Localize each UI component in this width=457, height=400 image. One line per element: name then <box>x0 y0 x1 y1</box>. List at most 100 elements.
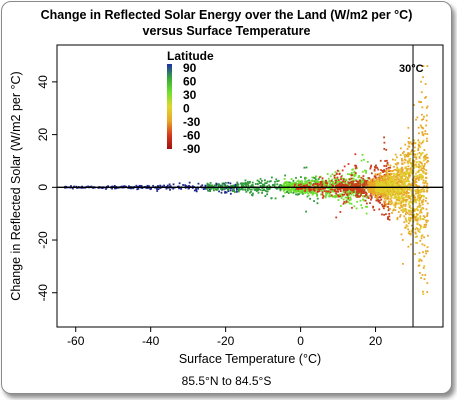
data-point <box>409 171 412 173</box>
data-point <box>386 185 389 187</box>
data-point <box>393 173 396 176</box>
data-point <box>408 188 411 191</box>
data-point <box>358 184 361 187</box>
data-point <box>405 213 407 216</box>
legend-entry: 30 <box>183 88 197 102</box>
data-point <box>383 190 386 193</box>
data-point <box>424 156 427 159</box>
data-point <box>294 191 297 193</box>
data-point <box>322 187 325 190</box>
data-point <box>195 189 198 192</box>
data-point <box>383 136 385 139</box>
data-point <box>300 188 303 191</box>
data-point <box>346 191 349 194</box>
data-point <box>403 174 406 177</box>
data-point <box>404 171 406 174</box>
data-point <box>424 132 427 135</box>
data-point <box>418 132 420 135</box>
data-point <box>413 175 416 178</box>
data-point <box>322 182 325 185</box>
data-point <box>388 189 391 192</box>
data-point <box>370 178 373 181</box>
data-point <box>341 174 343 177</box>
data-point <box>330 194 333 197</box>
data-point <box>425 197 428 200</box>
data-point <box>383 200 385 203</box>
data-point <box>363 158 365 161</box>
data-point <box>422 267 425 269</box>
data-point <box>306 190 308 193</box>
data-point <box>348 173 351 176</box>
data-point <box>409 216 412 219</box>
data-point <box>426 187 429 190</box>
data-point <box>405 201 407 203</box>
data-point <box>415 213 418 215</box>
data-point <box>421 118 423 121</box>
data-point <box>350 180 353 183</box>
data-point <box>329 175 332 178</box>
data-point <box>426 250 429 253</box>
data-point <box>362 175 365 177</box>
data-point <box>417 163 420 166</box>
data-point <box>419 165 422 168</box>
data-point <box>166 184 169 187</box>
data-point <box>402 209 405 212</box>
data-point <box>305 180 307 183</box>
data-point <box>382 207 385 210</box>
data-point <box>385 203 388 206</box>
data-point <box>335 216 338 219</box>
data-point <box>361 170 364 173</box>
data-point <box>396 198 399 201</box>
data-point <box>421 234 424 237</box>
data-point <box>422 226 425 229</box>
data-point <box>422 251 424 254</box>
data-point <box>270 197 273 200</box>
data-point <box>316 191 319 193</box>
data-point <box>387 201 390 204</box>
data-point <box>206 188 209 190</box>
data-point <box>375 164 377 167</box>
data-point <box>386 194 389 197</box>
data-point <box>366 180 369 182</box>
data-point <box>340 181 343 184</box>
data-point <box>422 65 425 67</box>
data-point <box>329 183 331 185</box>
data-point <box>405 220 408 223</box>
y-axis: -40 -20 0 20 40 <box>36 75 57 301</box>
data-point <box>71 187 74 190</box>
data-point <box>291 182 293 185</box>
data-point <box>388 192 391 195</box>
data-point <box>420 178 423 181</box>
data-point <box>405 192 408 195</box>
data-point <box>374 165 377 168</box>
data-point <box>202 188 205 190</box>
data-point <box>374 181 377 184</box>
data-point <box>333 183 336 186</box>
data-point <box>201 184 204 187</box>
data-point <box>384 176 387 179</box>
data-point <box>279 187 282 190</box>
data-point <box>161 185 164 188</box>
data-point <box>408 196 411 198</box>
data-point <box>260 182 263 184</box>
data-point <box>416 198 419 201</box>
data-point <box>376 180 379 183</box>
data-point <box>396 218 399 221</box>
data-point <box>398 196 401 198</box>
vline-label: 30°C <box>399 63 424 75</box>
data-point <box>324 187 327 190</box>
data-point <box>392 182 395 184</box>
data-point <box>248 181 251 184</box>
data-point <box>242 182 244 185</box>
data-point <box>383 213 385 216</box>
data-point <box>114 187 116 190</box>
data-point <box>336 187 339 190</box>
data-point <box>197 187 200 190</box>
data-point <box>417 192 420 194</box>
data-point <box>345 199 348 202</box>
data-point <box>344 179 346 182</box>
data-point <box>419 226 422 229</box>
data-point <box>343 193 346 196</box>
data-point <box>239 182 242 185</box>
data-point <box>286 181 289 184</box>
